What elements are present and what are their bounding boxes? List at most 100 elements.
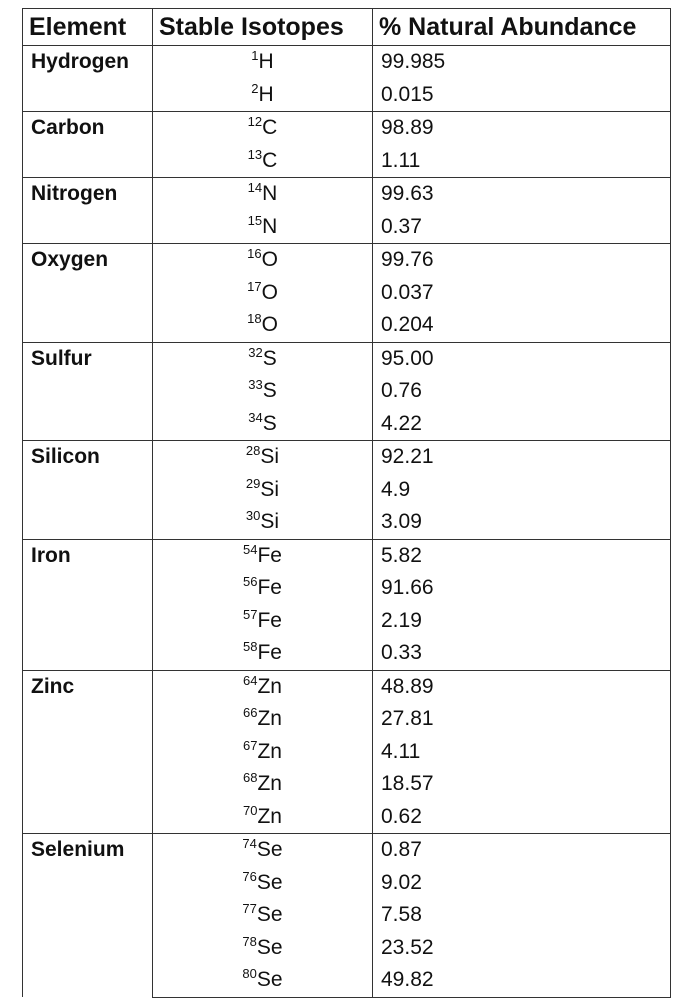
isotope: 32S [152,341,373,375]
mass-number: 12 [247,114,263,129]
isotope: 58Fe [152,637,373,671]
isotope-row: 77Se 7.58 [23,899,671,932]
isotope-row: Silicon 28Si 92.21 [22,440,671,539]
element-name: Oxygen [22,243,153,342]
abundance: 98.89 [372,111,671,145]
isotope-symbol: Zn [257,739,282,763]
column-header: Stable Isotopes [152,8,373,46]
isotope-symbol: C [262,148,278,172]
element-name: Zinc [22,669,153,834]
abundance: 99.76 [372,243,671,277]
abundance: 0.015 [372,78,671,112]
abundance: 0.33 [372,637,671,671]
mass-number: 13 [247,146,263,162]
isotope-symbol: N [262,214,278,238]
isotope-symbol: Se [256,870,283,894]
element-name: Sulfur [22,341,153,441]
abundance: 4.9 [372,473,671,506]
isotope-row: 58Fe 0.33 [23,637,671,671]
abundance: 91.66 [372,572,671,605]
isotope-symbol: O [261,280,278,304]
isotope-table: Element Stable Isotopes% Natural Abundanc… [22,8,671,998]
isotope-row: 68Zn 18.57 [23,768,671,801]
mass-number: 34 [248,409,263,425]
abundance: 9.02 [372,866,671,899]
isotope-symbol: N [262,182,278,205]
isotope: 70Zn [152,800,373,834]
abundance: 7.58 [372,899,671,932]
element-name: Carbon [22,111,153,178]
mass-number: 57 [243,606,258,622]
isotope: 13C [152,144,373,178]
mass-number: 2 [251,80,259,96]
mass-number: 76 [242,868,257,884]
isotope: 14N [152,177,373,211]
isotope-row: Selenium 74Se 0.87 [22,833,671,997]
isotope-symbol: Se [256,935,283,959]
mass-number: 56 [243,574,258,589]
isotope: 16O [152,243,373,277]
mass-number: 70 [243,802,258,818]
isotope-symbol: Se [256,903,283,926]
element-name: Nitrogen [22,177,153,244]
abundance: 0.037 [372,276,671,309]
mass-number: 15 [247,212,263,228]
isotope-symbol: C [262,116,278,139]
isotope-symbol: Fe [257,608,282,632]
mass-number: 64 [243,672,258,688]
abundance: 0.204 [372,309,671,343]
isotope-symbol: S [262,411,277,435]
abundance: 27.81 [372,703,671,736]
mass-number: 18 [247,311,262,326]
isotope-symbol: Fe [257,641,282,664]
abundance: 0.37 [372,210,671,244]
isotope-row: 56Fe 91.66 [23,572,671,605]
element-name: Hydrogen [22,45,153,112]
isotope-symbol: Si [260,510,280,533]
isotope: 77Se [152,899,373,932]
mass-number: 68 [243,770,258,785]
isotope-row: 67Zn 4.11 [23,735,671,768]
isotope: 30Si [152,506,373,540]
isotope-row: Hydrogen 1H 99.985 [22,45,671,112]
abundance: 4.11 [372,735,671,768]
abundance: 99.63 [372,177,671,211]
isotope-row: 33S 0.76 [23,375,671,408]
isotope: 29Si [152,473,373,506]
element-name: Selenium [22,833,153,997]
element-name: Silicon [22,440,153,539]
isotope-row: 13C 1.11 [23,144,671,178]
isotope: 78Se [152,931,373,964]
mass-number: 16 [247,246,262,261]
abundance: 92.21 [372,440,671,474]
mass-number: 17 [247,278,262,294]
isotope-row: 29Si 4.9 [23,473,671,506]
isotope-row: 78Se 23.52 [23,931,671,964]
mass-number: 67 [243,737,258,753]
mass-number: 66 [243,705,258,720]
mass-number: 74 [242,836,257,851]
isotope-row: 70Zn 0.62 [23,800,671,834]
isotope-row: 57Fe 2.19 [23,604,671,637]
mass-number: 1 [251,48,259,63]
isotope-row: Nitrogen 14N 99.63 [22,177,671,244]
isotope: 28Si [152,440,373,474]
isotope: 67Zn [152,735,373,768]
isotope: 2H [152,78,373,112]
abundance: 18.57 [372,768,671,801]
isotope-symbol: Zn [257,772,282,795]
isotope: 1H [152,45,373,79]
isotope-symbol: Zn [257,804,282,828]
mass-number: 29 [245,475,261,491]
abundance: 3.09 [372,506,671,540]
abundance: 4.22 [372,407,671,441]
isotope-symbol: H [258,50,274,73]
isotope-symbol: O [261,313,278,336]
isotope: 66Zn [152,703,373,736]
isotope-row: 34S 4.22 [23,407,671,441]
isotope: 56Fe [152,572,373,605]
mass-number: 78 [242,933,257,949]
mass-number: 30 [245,508,261,523]
element-name: Iron [22,538,153,670]
isotope: 18O [152,309,373,343]
